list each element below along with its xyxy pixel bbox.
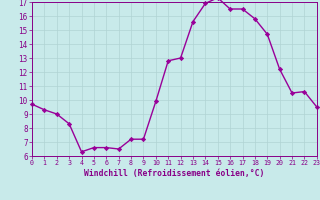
X-axis label: Windchill (Refroidissement éolien,°C): Windchill (Refroidissement éolien,°C) bbox=[84, 169, 265, 178]
